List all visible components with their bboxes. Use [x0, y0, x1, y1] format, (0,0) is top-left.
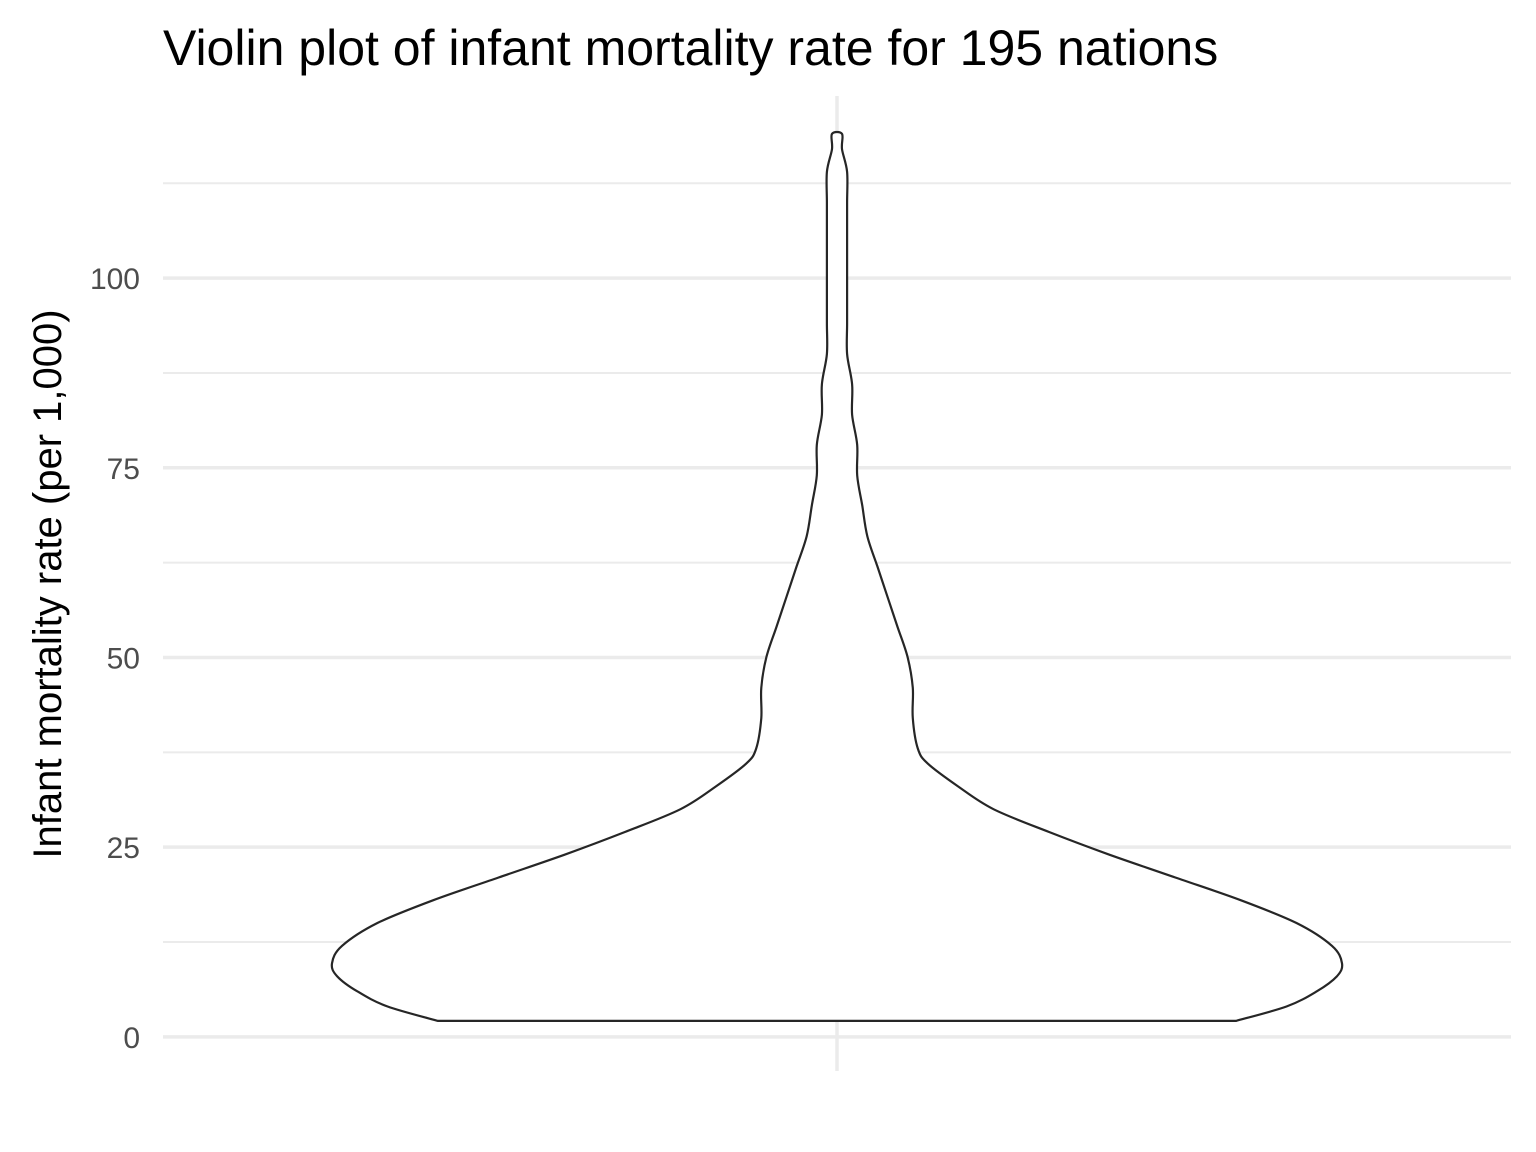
- y-axis-ticks: 0 25 50 75 100: [90, 263, 140, 1055]
- y-tick-label: 100: [90, 263, 140, 296]
- chart-title: Violin plot of infant mortality rate for…: [163, 20, 1218, 76]
- y-tick-label: 25: [107, 832, 140, 865]
- y-tick-label: 0: [123, 1022, 140, 1055]
- y-axis-label: Infant mortality rate (per 1,000): [26, 309, 70, 858]
- violin-layer: [330, 130, 1344, 1022]
- y-tick-label: 75: [107, 453, 140, 486]
- y-tick-label: 50: [107, 642, 140, 675]
- violin-shape: [330, 130, 1344, 1022]
